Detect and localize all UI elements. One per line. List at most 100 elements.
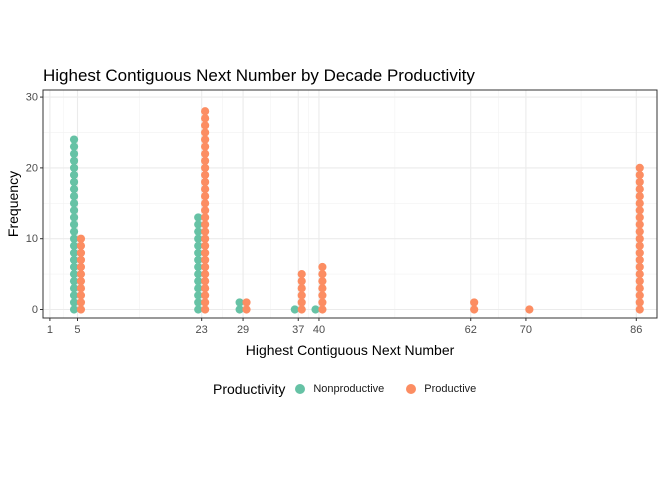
- data-point: [76, 269, 86, 279]
- data-point: [635, 277, 644, 286]
- x-tick-label: 86: [630, 324, 642, 336]
- data-point: [69, 262, 79, 272]
- data-point: [76, 234, 86, 243]
- data-point: [201, 269, 210, 279]
- data-point: [318, 262, 327, 272]
- data-point: [235, 305, 244, 314]
- data-point: [201, 262, 210, 272]
- data-point: [201, 284, 210, 293]
- data-point: [318, 269, 327, 279]
- data-point: [69, 291, 79, 300]
- data-point: [635, 298, 644, 307]
- axes: 0 10 20 30 1 5 23 29 37 40 62 70 86 Highest Contiguou…: [5, 89, 658, 358]
- data-point: [635, 177, 644, 187]
- data-point: [297, 277, 306, 286]
- legend: Productivity Nonproductive Productive: [213, 381, 498, 397]
- data-point: [635, 248, 644, 257]
- data-point: [235, 298, 244, 307]
- legend-label-productive: Productive: [424, 383, 477, 395]
- data-point: [194, 255, 203, 265]
- data-point: [297, 298, 306, 307]
- data-point: [318, 284, 327, 293]
- data-point: [311, 305, 320, 314]
- data-point: [194, 227, 203, 236]
- x-tick-label: 29: [237, 324, 249, 336]
- chart-title: Highest Contiguous Next Number by Decade…: [43, 66, 475, 85]
- data-point: [470, 305, 479, 314]
- data-point: [201, 199, 210, 208]
- data-point: [194, 262, 203, 272]
- data-point: [201, 156, 210, 165]
- data-point: [76, 255, 86, 265]
- data-point: [635, 269, 644, 279]
- data-point: [242, 305, 251, 314]
- data-point: [201, 177, 210, 187]
- data-point: [635, 291, 644, 300]
- data-point: [69, 142, 79, 151]
- data-point: [69, 163, 79, 172]
- legend-swatch-nonproductive: [295, 384, 306, 394]
- data-point: [69, 277, 79, 286]
- data-point: [69, 135, 79, 144]
- data-point: [69, 185, 79, 194]
- data-point: [201, 170, 210, 180]
- data-point: [69, 241, 79, 250]
- data-point: [194, 291, 203, 300]
- data-point: [201, 291, 210, 300]
- data-point: [69, 220, 79, 229]
- data-point: [297, 269, 306, 279]
- data-point: [242, 298, 251, 307]
- y-tick-label: 0: [32, 304, 38, 316]
- data-point: [635, 206, 644, 215]
- data-point: [635, 255, 644, 265]
- data-point: [635, 262, 644, 272]
- x-tick-label: 40: [313, 324, 325, 336]
- data-point: [297, 305, 306, 314]
- data-point: [194, 269, 203, 279]
- y-axis-label: Frequency: [5, 171, 21, 237]
- data-point: [470, 298, 479, 307]
- data-point: [635, 170, 644, 180]
- y-tick-label: 20: [26, 162, 38, 174]
- data-points: [69, 107, 644, 314]
- data-point: [76, 305, 86, 314]
- data-point: [69, 234, 79, 243]
- data-point: [635, 220, 644, 229]
- x-tick-label: 5: [74, 324, 80, 336]
- data-point: [635, 192, 644, 201]
- data-point: [201, 298, 210, 307]
- data-point: [76, 291, 86, 300]
- grid-lines: [43, 90, 657, 318]
- data-point: [290, 305, 299, 314]
- legend-label-nonproductive: Nonproductive: [313, 383, 385, 395]
- data-point: [69, 156, 79, 165]
- data-point: [201, 114, 210, 123]
- data-point: [201, 305, 210, 314]
- data-point: [201, 192, 210, 201]
- x-tick-label: 37: [292, 324, 304, 336]
- data-point: [76, 277, 86, 286]
- data-point: [201, 149, 210, 158]
- data-point: [201, 135, 210, 144]
- x-tick-label: 70: [520, 324, 532, 336]
- y-tick-label: 30: [26, 92, 38, 104]
- data-point: [194, 213, 203, 222]
- data-point: [69, 305, 79, 314]
- data-point: [201, 255, 210, 265]
- data-point: [69, 255, 79, 265]
- data-point: [635, 284, 644, 293]
- data-point: [318, 291, 327, 300]
- data-point: [201, 142, 210, 151]
- data-point: [69, 248, 79, 257]
- x-tick-label: 23: [196, 324, 208, 336]
- data-point: [201, 220, 210, 229]
- data-point: [201, 185, 210, 194]
- data-point: [201, 121, 210, 130]
- data-point: [297, 291, 306, 300]
- data-point: [76, 262, 86, 272]
- data-point: [318, 305, 327, 314]
- data-point: [635, 185, 644, 194]
- data-point: [201, 234, 210, 243]
- data-point: [69, 149, 79, 158]
